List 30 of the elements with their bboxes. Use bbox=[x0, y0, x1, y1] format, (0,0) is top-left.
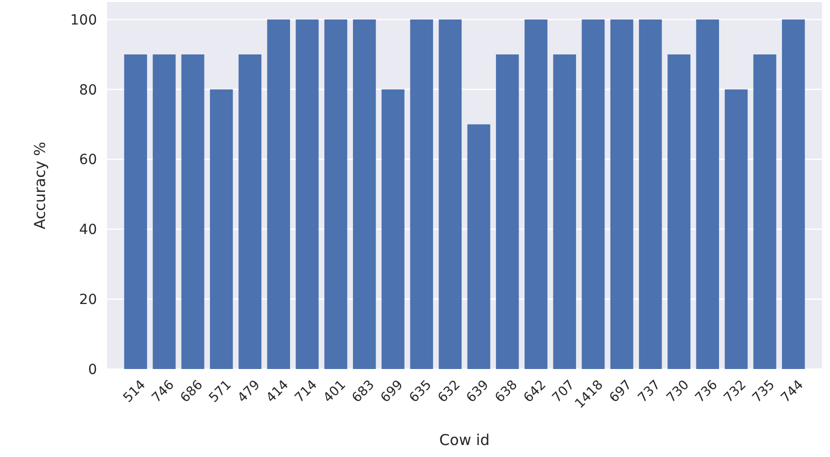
x-tick-label: 686 bbox=[178, 378, 206, 406]
y-axis-title: Accuracy % bbox=[31, 142, 49, 230]
x-tick-label: 635 bbox=[406, 378, 435, 406]
x-tick-label: 571 bbox=[206, 378, 235, 406]
x-tick-label: 414 bbox=[264, 378, 292, 406]
x-tick-label: 639 bbox=[464, 378, 492, 406]
y-tick-label: 20 bbox=[79, 292, 97, 308]
x-tick-label: 514 bbox=[120, 378, 149, 406]
x-tick-label: 697 bbox=[606, 378, 636, 406]
x-tick-label: 642 bbox=[521, 378, 550, 406]
y-tick-label: 40 bbox=[79, 222, 97, 238]
x-tick-label: 401 bbox=[320, 378, 350, 406]
y-tick-label: 60 bbox=[79, 152, 97, 168]
x-axis-title: Cow id bbox=[439, 431, 490, 449]
x-tick-label: 746 bbox=[149, 378, 178, 406]
x-tick-label: 730 bbox=[664, 378, 692, 406]
x-tick-label: 632 bbox=[435, 378, 464, 406]
x-tick-label: 683 bbox=[350, 378, 378, 406]
x-tick-label: 736 bbox=[692, 378, 721, 406]
x-tick-label: 638 bbox=[492, 378, 521, 406]
x-tick-label: 479 bbox=[235, 378, 264, 406]
x-tick-label: 714 bbox=[292, 378, 320, 406]
x-tick-label: 744 bbox=[778, 378, 807, 406]
x-tick-label: 699 bbox=[378, 378, 406, 406]
y-tick-label: 100 bbox=[70, 12, 97, 28]
y-tick-label: 0 bbox=[88, 362, 97, 378]
x-tick-label: 732 bbox=[721, 378, 750, 406]
x-tick-label: 737 bbox=[636, 378, 664, 406]
y-tick-label: 80 bbox=[79, 82, 97, 98]
x-tick-label: 735 bbox=[750, 378, 778, 406]
